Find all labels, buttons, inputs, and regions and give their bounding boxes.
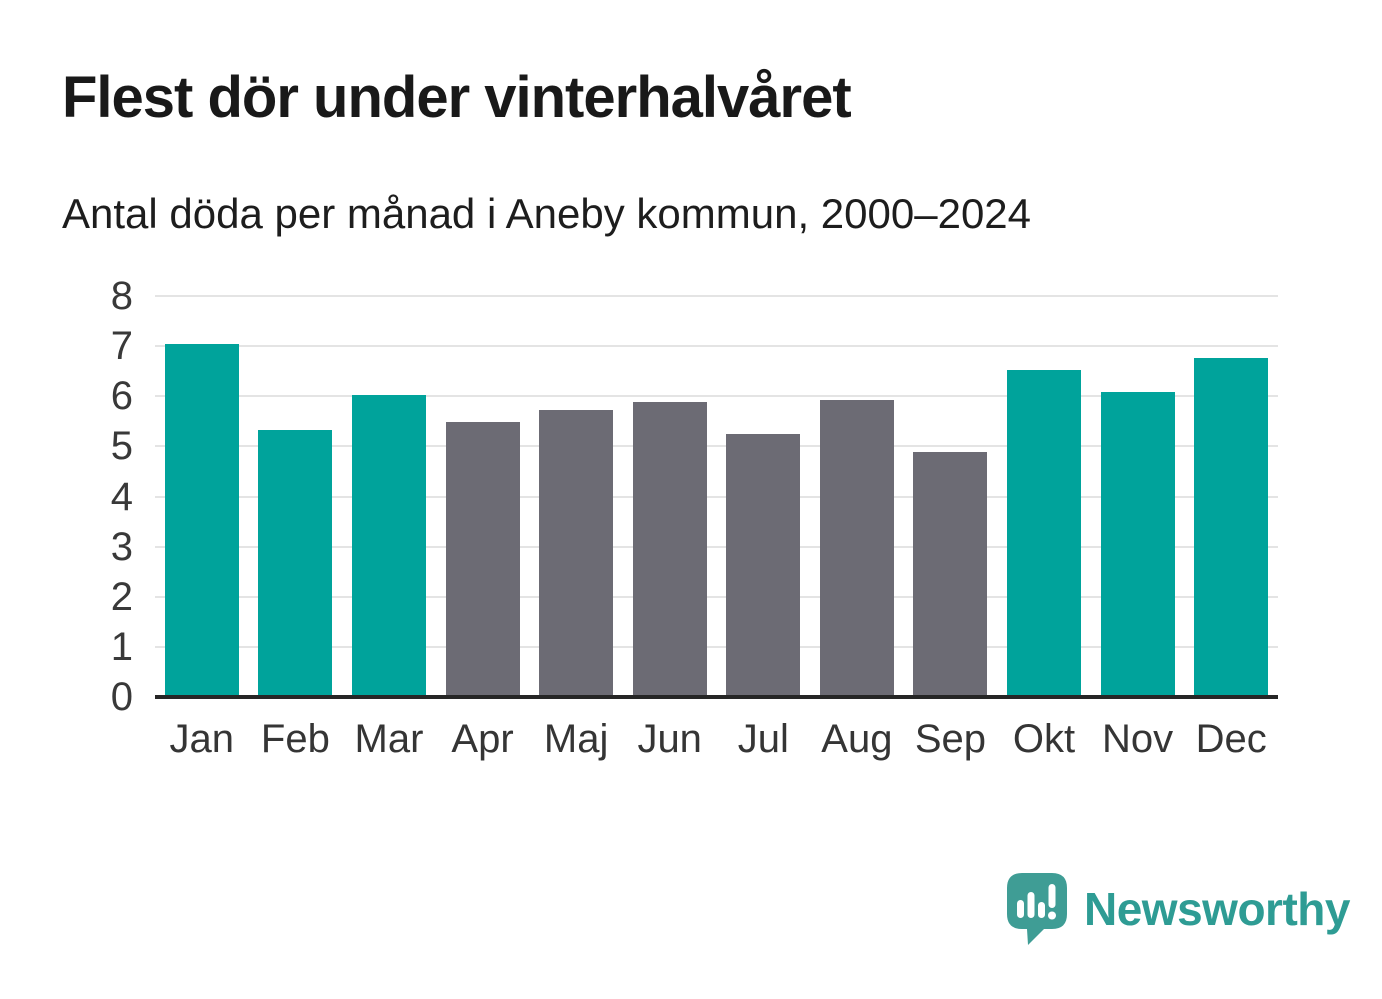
x-tick-aug: Aug — [821, 717, 893, 761]
y-tick-8: 8 — [110, 274, 133, 318]
y-tick-3: 3 — [110, 524, 133, 569]
x-tick-jun: Jun — [637, 717, 702, 761]
gridline-1 — [155, 645, 1278, 648]
bar-okt — [1007, 370, 1082, 697]
gridline-3 — [155, 545, 1278, 548]
y-tick-0: 0 — [110, 675, 133, 719]
x-tick-maj: Maj — [543, 717, 609, 761]
bar-apr — [445, 421, 520, 697]
bar-nov — [1100, 392, 1175, 697]
bar-jul — [726, 433, 801, 697]
y-tick-7: 7 — [110, 324, 133, 369]
y-tick-6: 6 — [110, 374, 133, 419]
y-tick-1: 1 — [110, 624, 133, 669]
gridline-8 — [155, 295, 1278, 297]
brand-name: Newsworthy — [1084, 883, 1350, 935]
x-tick-jul: Jul — [737, 717, 789, 761]
x-tick-sep: Sep — [914, 717, 987, 761]
x-tick-feb: Feb — [260, 717, 330, 761]
y-tick-4: 4 — [110, 474, 133, 519]
x-axis-baseline — [155, 695, 1278, 699]
plot-area: 0 1 2 3 4 5 6 7 8 Jan Feb Mar Apr Maj Jun Jul Aug Sep Okt N… — [111, 274, 1278, 761]
bar-aug — [819, 400, 894, 697]
x-tick-nov: Nov — [1102, 717, 1174, 761]
chart-subtitle: Antal döda per månad i Aneby kommun, 200… — [62, 190, 1032, 237]
gridline-2 — [155, 595, 1278, 598]
bar-feb — [258, 429, 333, 697]
x-tick-dec: Dec — [1195, 717, 1267, 761]
gridline-7 — [155, 345, 1278, 348]
gridline-6 — [155, 395, 1278, 398]
x-tick-apr: Apr — [451, 717, 514, 761]
y-tick-2: 2 — [110, 574, 133, 619]
x-tick-mar: Mar — [354, 717, 424, 761]
bar-jan — [164, 343, 239, 697]
gridline-5 — [155, 445, 1278, 448]
bar-dec — [1194, 358, 1269, 697]
x-tick-okt: Okt — [1012, 717, 1076, 761]
y-tick-5: 5 — [110, 424, 133, 469]
gridline-4 — [155, 495, 1278, 498]
bar-mar — [351, 395, 426, 697]
newsworthy-logo: Newsworthy — [1006, 872, 1350, 946]
bar-sep — [913, 451, 988, 697]
x-tick-jan: Jan — [169, 717, 235, 761]
bar-maj — [539, 410, 614, 697]
speech-bubble-bar-chart-icon — [1007, 873, 1067, 945]
bar-jun — [632, 402, 707, 697]
chart-title: Flest dör under vinterhalvåret — [62, 65, 852, 130]
